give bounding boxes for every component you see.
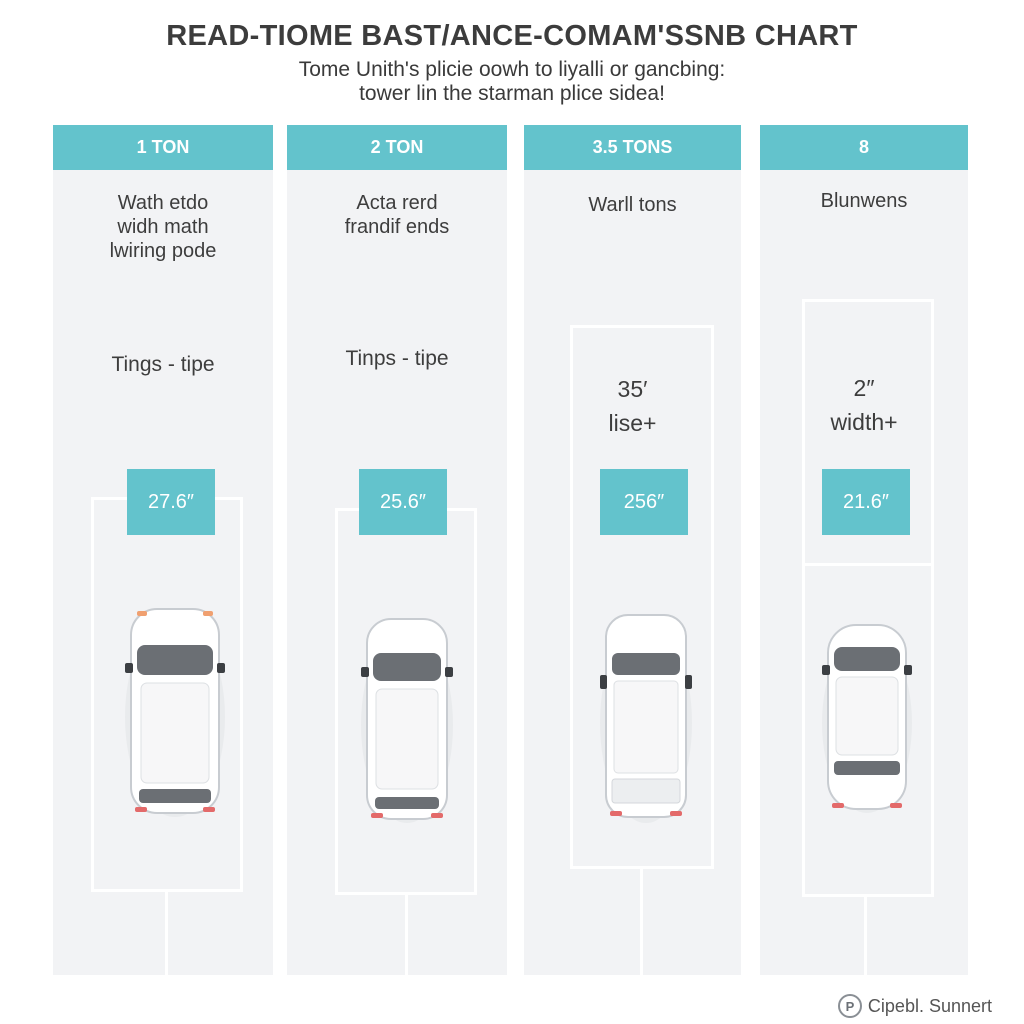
car-top-view-icon xyxy=(822,624,912,813)
spot-dimension-caption: width+ xyxy=(830,409,898,435)
column-tip: Tinps - tipe xyxy=(345,347,449,370)
car-top-view-icon xyxy=(361,618,453,823)
spot-width-badge: 27.6″ xyxy=(127,469,215,535)
column-1-ton: 1 TON Wath etdo widh math lwiring pode T… xyxy=(53,125,273,975)
footer-text: Cipebl. Sunnert xyxy=(867,995,992,1016)
spot-dimension-value: 35′ xyxy=(617,376,648,402)
column-description: Warll tons xyxy=(524,193,741,217)
chart-subtitle: Tome Unith's plicie oowh to liyalli or g… xyxy=(0,58,1024,106)
chart-title: READ-TIOME BAST/ANCE-COMAM'SSNB CHART xyxy=(166,20,858,52)
column-description: Blunwens xyxy=(760,189,968,213)
parking-divider xyxy=(802,563,934,566)
description-line: Blunwens xyxy=(820,190,908,212)
parking-divider xyxy=(864,897,867,975)
parking-divider xyxy=(405,895,408,975)
description-line: frandif ends xyxy=(344,216,450,238)
subtitle-line: tower lin the starman plice sidea! xyxy=(359,82,665,105)
footer-branding: P Cipebl. Sunnert xyxy=(837,994,992,1018)
column-header: 1 TON xyxy=(53,125,273,170)
description-line: lwiring pode xyxy=(109,240,217,262)
spot-dimension-label: 2″ width+ xyxy=(760,371,968,439)
column-2-ton: 2 TON Acta rerd frandif ends Tinps - tip… xyxy=(287,125,507,975)
spot-dimension-label: 35′ lise+ xyxy=(524,372,741,440)
parking-divider xyxy=(165,892,168,975)
description-line: widh math xyxy=(117,216,209,238)
description-line: Warll tons xyxy=(588,194,677,216)
column-3-5-tons: 3.5 TONS Warll tons 35′ lise+ 256″ xyxy=(524,125,741,975)
column-header: 2 TON xyxy=(287,125,507,170)
description-line: Acta rerd xyxy=(356,192,438,214)
spot-dimension-value: 2″ xyxy=(853,375,875,401)
column-description: Wath etdo widh math lwiring pode xyxy=(53,191,273,263)
parking-divider xyxy=(640,869,643,975)
subtitle-line: Tome Unith's plicie oowh to liyalli or g… xyxy=(298,58,726,81)
parking-spot-outline xyxy=(802,299,934,897)
parking-spot-outline xyxy=(570,325,714,869)
column-description: Acta rerd frandif ends xyxy=(287,191,507,239)
brand-logo-icon: P xyxy=(837,994,862,1018)
spot-width-badge: 256″ xyxy=(600,469,688,535)
spot-width-badge: 25.6″ xyxy=(359,469,447,535)
description-line: Wath etdo xyxy=(117,192,209,214)
spot-width-badge: 21.6″ xyxy=(822,469,910,535)
column-8: 8 Blunwens 2″ width+ 21.6″ xyxy=(760,125,968,975)
column-tip: Tings - tipe xyxy=(111,353,215,376)
car-top-view-icon xyxy=(600,614,692,823)
car-top-view-icon xyxy=(125,608,225,817)
spot-dimension-caption: lise+ xyxy=(608,410,657,436)
column-header: 8 xyxy=(760,125,968,170)
column-header: 3.5 TONS xyxy=(524,125,741,170)
